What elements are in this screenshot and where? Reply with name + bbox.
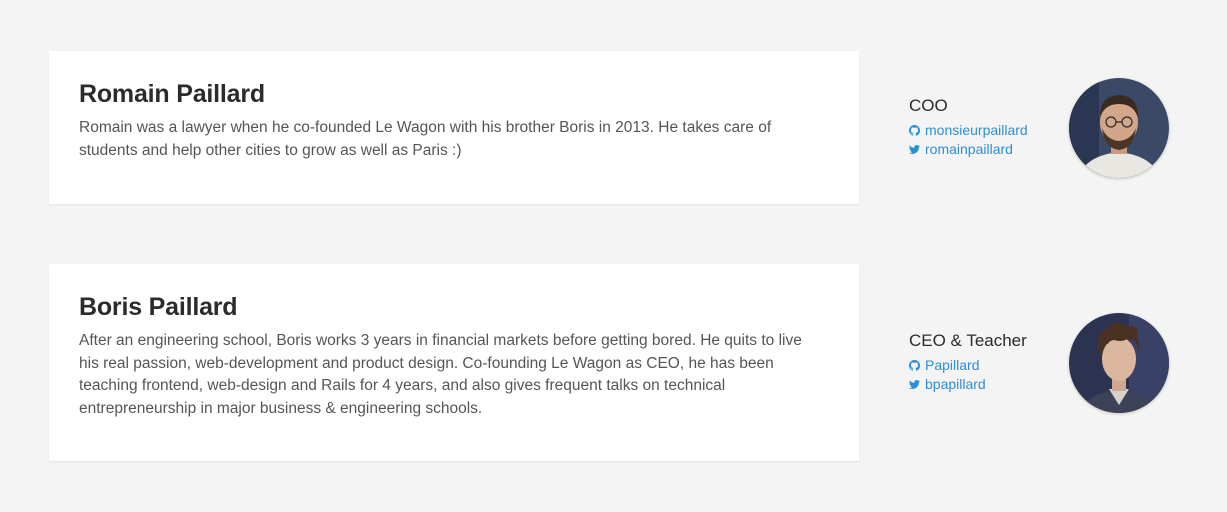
twitter-link[interactable]: romainpaillard — [909, 140, 1028, 159]
member-name: Boris Paillard — [79, 293, 238, 321]
member-card: Romain Paillard Romain was a lawyer when… — [49, 51, 859, 204]
member-bio: Romain was a lawyer when he co-founded L… — [79, 119, 772, 159]
github-handle: monsieurpaillard — [925, 122, 1028, 138]
member-avatar — [1069, 313, 1169, 413]
twitter-handle: romainpaillard — [925, 141, 1013, 157]
member-avatar — [1069, 78, 1169, 178]
github-icon — [909, 360, 920, 371]
github-handle: Papillard — [925, 357, 980, 373]
member-info: CEO & Teacher Papillard bpapillard — [909, 331, 1027, 394]
twitter-icon — [909, 380, 920, 389]
github-link[interactable]: Papillard — [909, 356, 1027, 375]
twitter-link[interactable]: bpapillard — [909, 375, 1027, 394]
avatar-photo — [1069, 78, 1169, 178]
member-card: Boris Paillard After an engineering scho… — [49, 264, 859, 461]
twitter-handle: bpapillard — [925, 376, 986, 392]
member-name: Romain Paillard — [79, 80, 265, 108]
member-info: COO monsieurpaillard romainpaillard — [909, 96, 1028, 159]
twitter-icon — [909, 145, 920, 154]
github-icon — [909, 125, 920, 136]
member-role: CEO & Teacher — [909, 331, 1027, 350]
avatar-photo — [1069, 313, 1169, 413]
member-bio: After an engineering school, Boris works… — [79, 332, 802, 417]
github-link[interactable]: monsieurpaillard — [909, 121, 1028, 140]
member-role: COO — [909, 96, 948, 115]
